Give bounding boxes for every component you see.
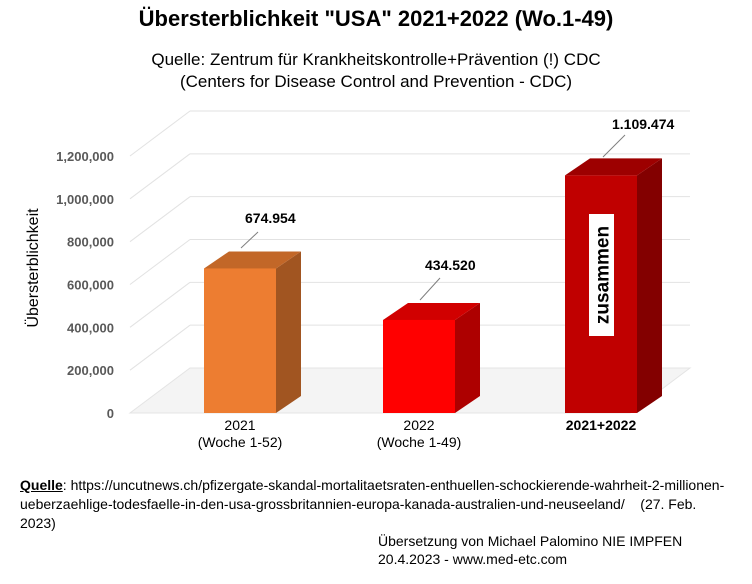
bar-top: [565, 158, 662, 176]
source-date: (27. Feb. 2023): [20, 496, 697, 531]
credit-line-2: 20.4.2023 - www.med-etc.com: [378, 551, 568, 567]
gridline: [129, 110, 191, 157]
credit-line-1: Übersetzung von Michael Palomino NIE IMP…: [378, 533, 683, 549]
gridline: [129, 196, 191, 243]
y-tick-label: 200,000: [67, 363, 114, 378]
y-tick-label: 1,000,000: [56, 192, 114, 207]
x-category-sublabel: (Woche 1-52): [198, 434, 283, 450]
gridline: [129, 153, 191, 200]
y-tick-label: 400,000: [67, 320, 114, 335]
leader-line: [419, 277, 441, 301]
annotation-box: [589, 214, 614, 336]
data-label: 434.520: [425, 257, 476, 273]
y-axis-label: Übersterblichkeit: [24, 208, 42, 328]
gridline: [129, 239, 191, 285]
source-url[interactable]: : https://uncutnews.ch/pfizergate-skanda…: [20, 477, 725, 512]
leader-line: [602, 134, 626, 158]
x-category-sublabel: (Woche 1-49): [377, 434, 462, 450]
bar-top: [204, 251, 301, 269]
bar-chart: 0 200,000 400,000 600,000 800,000 1,000,000 1,…: [24, 110, 692, 450]
source-label: Quelle: [20, 477, 63, 493]
bar: [204, 268, 276, 413]
bar-side: [276, 251, 301, 413]
leader-line: [240, 231, 259, 249]
bar-side: [637, 158, 662, 413]
chart-title: Übersterblichkeit "USA" 2021+2022 (Wo.1-…: [138, 6, 614, 31]
bar: [383, 319, 455, 413]
bar-side: [455, 302, 480, 413]
gridline: [129, 324, 191, 371]
credit: Übersetzung von Michael Palomino NIE IMP…: [378, 532, 682, 568]
x-category-label: 2021+2022: [566, 417, 637, 433]
y-tick-label: 0: [107, 406, 114, 421]
chart-subtitle-1: Quelle: Zentrum für Krankheitskontrolle+…: [151, 50, 601, 69]
bar-top: [383, 302, 480, 320]
data-label: 674.954: [245, 210, 296, 226]
gridline: [129, 281, 191, 328]
source-note: Quelle: https://uncutnews.ch/pfizergate-…: [20, 476, 735, 533]
y-tick-label: 600,000: [67, 278, 114, 293]
y-tick-label: 1,200,000: [56, 149, 114, 164]
x-category-label: 2022: [403, 417, 434, 433]
annotation-text: zusammen: [593, 226, 614, 324]
y-tick-label: 800,000: [67, 235, 114, 250]
data-label: 1.109.474: [612, 116, 674, 132]
chart-subtitle-2: (Centers for Disease Control and Prevent…: [179, 72, 573, 91]
x-category-label: 2021: [224, 417, 255, 433]
